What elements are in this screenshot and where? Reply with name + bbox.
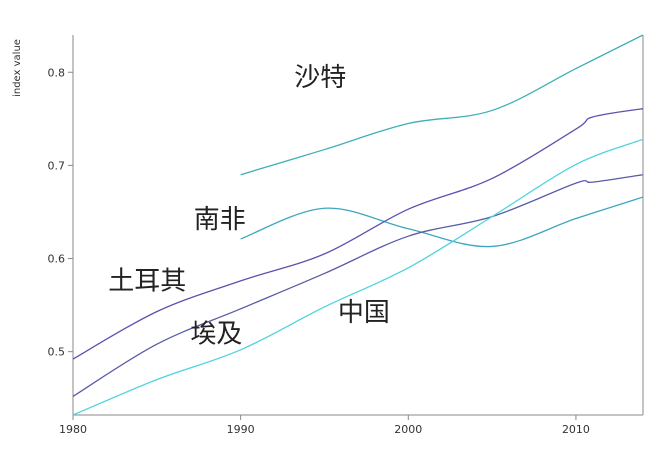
y-tick-label: 0.8 [48,66,66,79]
y-axis-title: index value [12,39,23,97]
series-line-4 [72,138,644,416]
series-label-3: 埃及 [190,319,242,349]
series-line-3 [72,174,644,397]
x-ticks: 1980 1990 2000 2010 [59,415,590,436]
series-lines [72,34,644,416]
x-tick-label: 2010 [562,423,590,436]
y-tick-label: 0.6 [48,253,66,266]
x-tick-label: 2000 [394,423,422,436]
series-line-2 [72,107,644,360]
series-label-1: 南非 [194,205,246,235]
y-tick-label: 0.7 [48,159,66,172]
y-ticks: 0.5 0.6 0.7 0.8 [48,66,73,359]
series-label-2: 土耳其 [108,266,186,296]
y-tick-label: 0.5 [48,346,66,359]
series-label-4: 中国 [338,298,390,328]
x-tick-label: 1980 [59,423,87,436]
series-label-0: 沙特 [294,63,346,93]
series-line-1 [240,196,644,248]
x-tick-label: 1990 [227,423,255,436]
series-line-0 [240,34,644,176]
